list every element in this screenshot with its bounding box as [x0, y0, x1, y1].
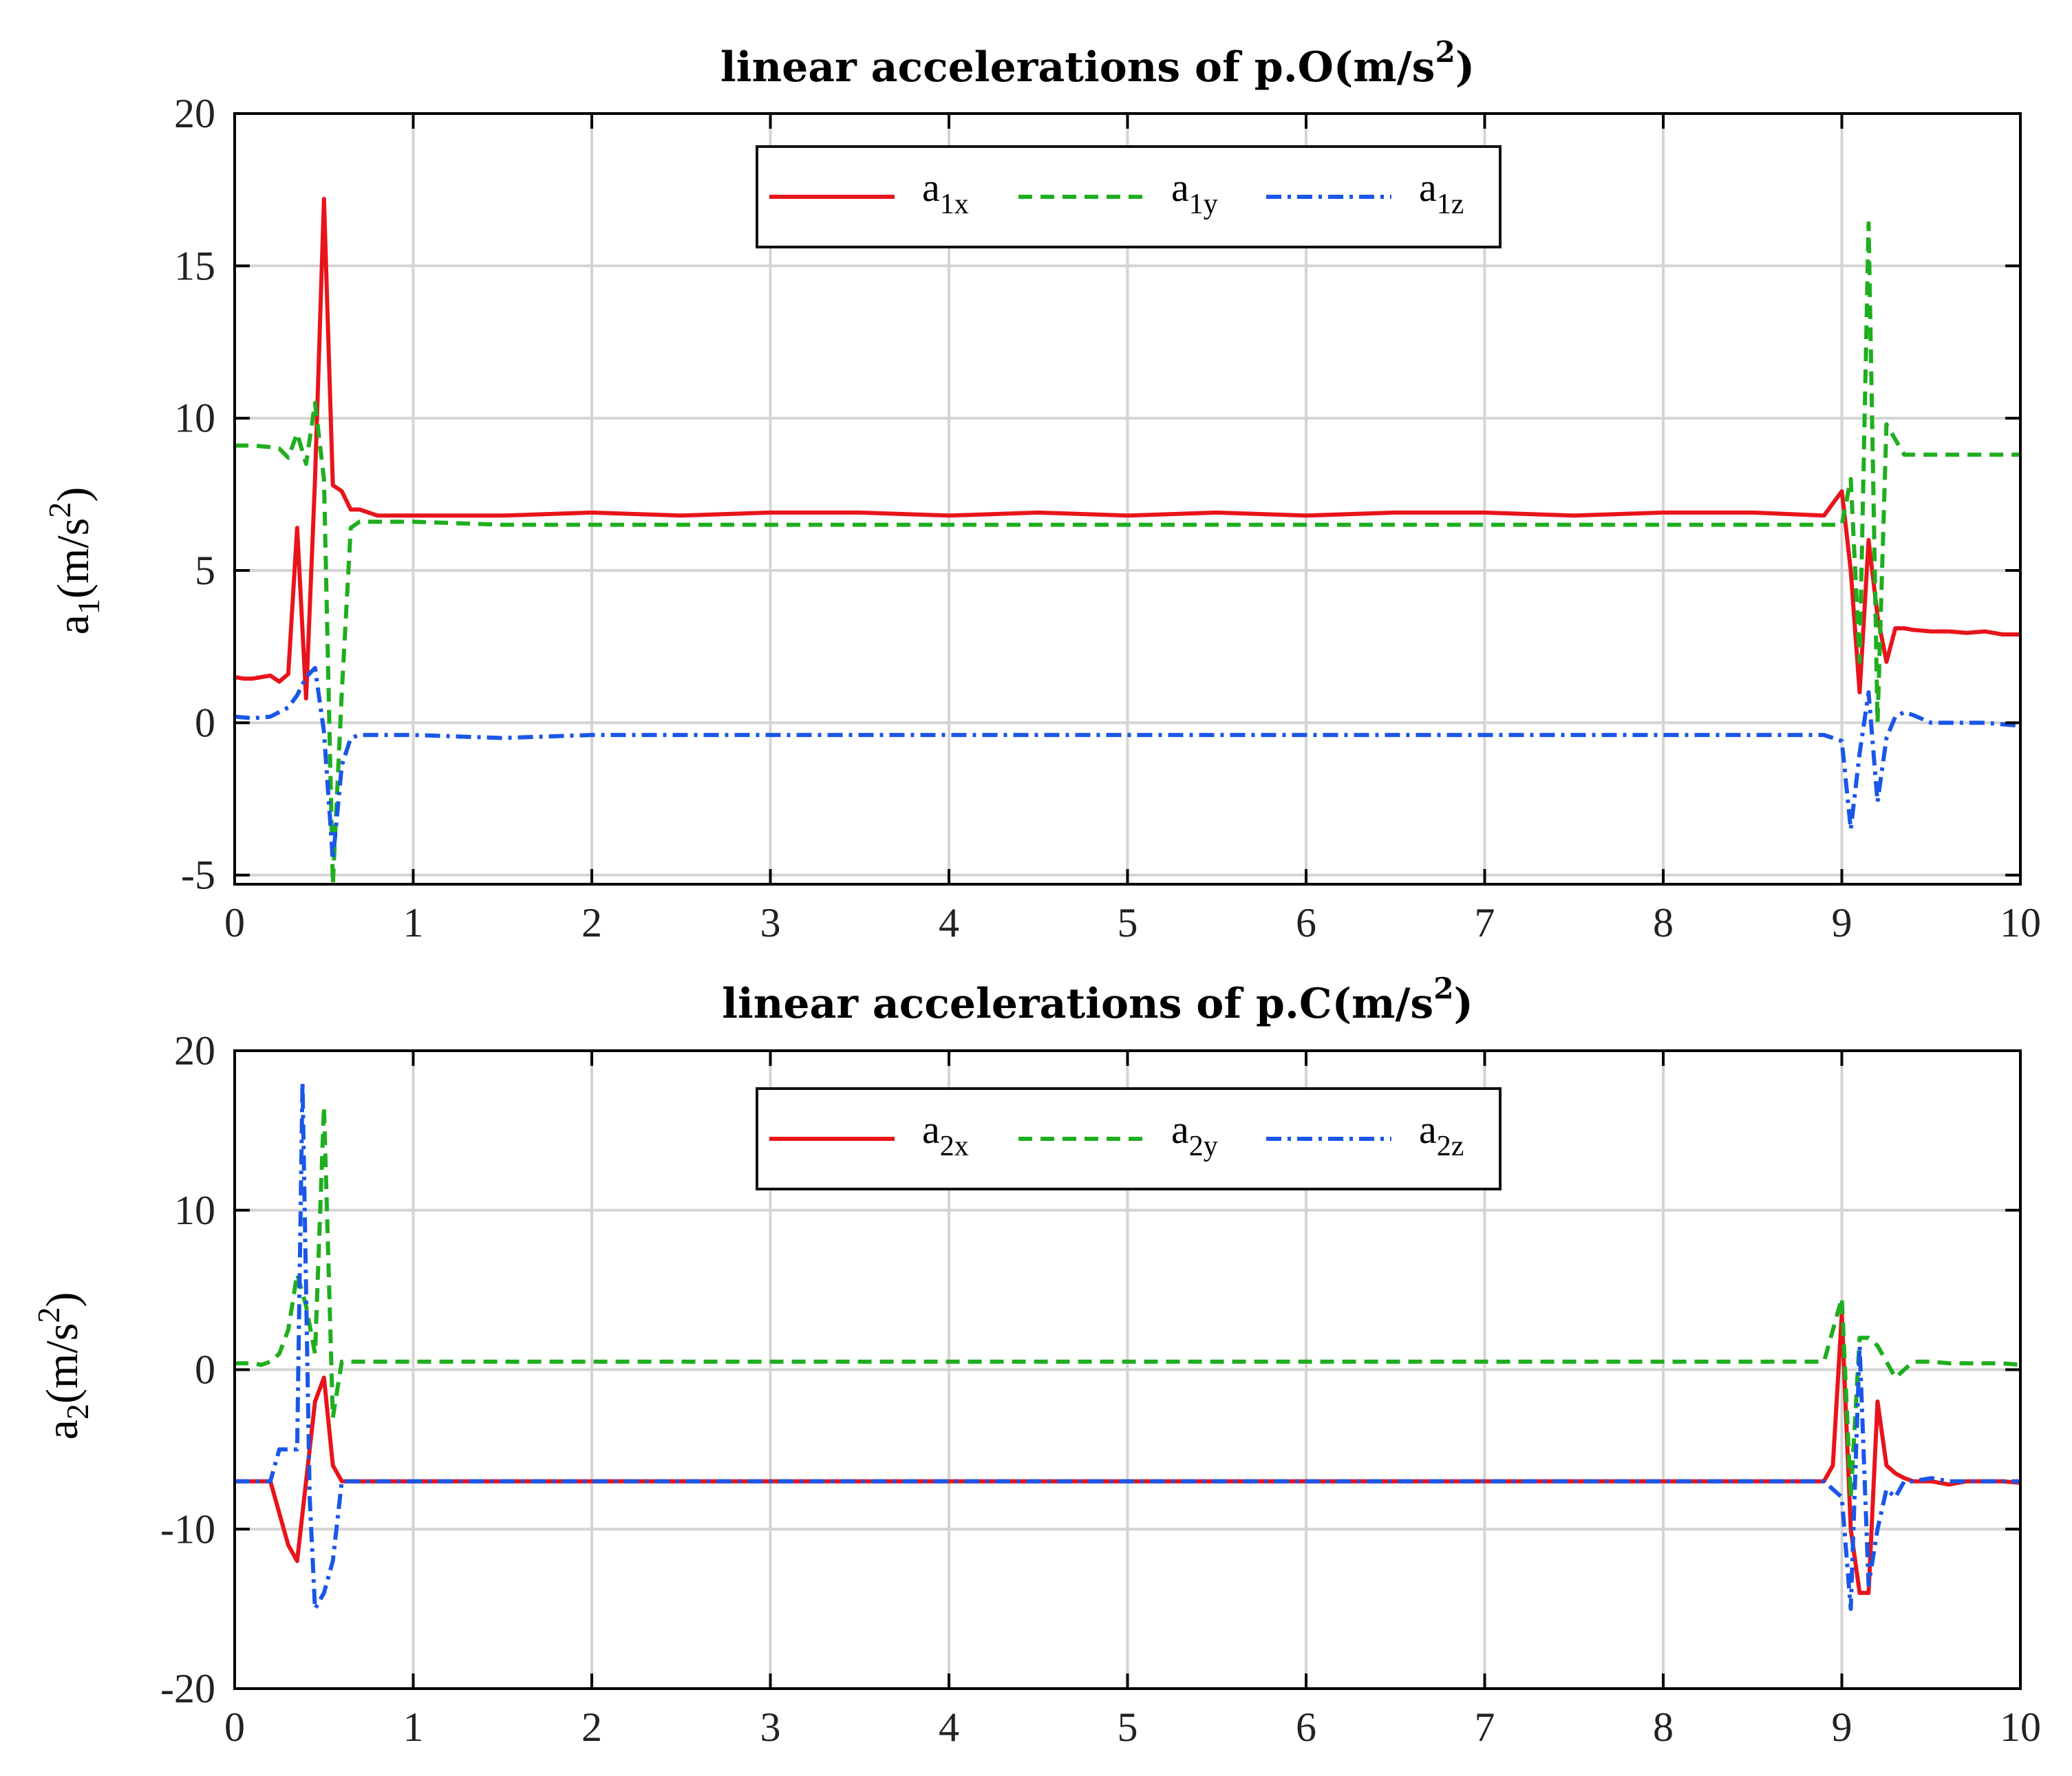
- chart-2-ytick-label: 0: [195, 1347, 215, 1393]
- chart-1-xtick-label: 4: [939, 900, 959, 945]
- chart-1-xtick-label: 6: [1296, 900, 1316, 945]
- legend-label-a1y: a1y: [1171, 165, 1218, 220]
- chart-1-xtick-label: 2: [581, 900, 602, 945]
- chart-1-ytick-label: -5: [181, 853, 215, 898]
- series-line-a2x: [235, 1312, 2021, 1595]
- chart-2-title: linear accelerations of p.C(m/s2): [722, 972, 1473, 1028]
- chart-2: linear accelerations of p.C(m/s2) a2(m/s…: [31, 972, 2041, 1750]
- chart-2-legend: a2x a2y a2z: [756, 1087, 1502, 1190]
- chart-1-xtick-label: 8: [1653, 900, 1674, 945]
- chart-2-xtick-label: 9: [1832, 1704, 1852, 1750]
- legend-label-a2z: a2z: [1419, 1107, 1464, 1162]
- legend-label-a1x: a1x: [922, 165, 969, 220]
- chart-2-ytick-label: 20: [174, 1028, 215, 1073]
- chart-2-plot-area: [235, 1080, 2021, 1612]
- series-line-a1y: [235, 221, 2020, 886]
- chart-2-ticks: 0 1 2 3 4 5 6 7 8 9 10 -20 -10 0 10 20: [160, 1028, 2041, 1750]
- chart-1-legend: a1x a1y a1z: [756, 145, 1502, 248]
- legend-label-a1z: a1z: [1419, 165, 1464, 220]
- chart-1-ytick-label: 20: [174, 91, 215, 136]
- chart-1-ytick-label: 15: [174, 243, 215, 288]
- legend-label-a2y: a2y: [1171, 1107, 1218, 1162]
- series-line-a2y: [235, 1104, 2021, 1499]
- chart-1-xtick-label: 9: [1832, 900, 1852, 945]
- series-line-a1x: [234, 197, 2020, 700]
- chart-2-xtick-label: 0: [224, 1704, 245, 1750]
- chart-2-xtick-label: 6: [1296, 1704, 1316, 1750]
- chart-1-ytick-label: 5: [195, 548, 215, 593]
- chart-1-xtick-label: 0: [224, 900, 245, 945]
- chart-1-xtick-label: 10: [2000, 900, 2041, 945]
- chart-2-xtick-label: 2: [581, 1704, 602, 1750]
- chart-2-ytick-label: 10: [174, 1188, 215, 1233]
- chart-2-xtick-label: 5: [1118, 1704, 1138, 1750]
- chart-2-xtick-label: 1: [403, 1704, 424, 1750]
- chart-1-xtick-label: 7: [1475, 900, 1495, 945]
- chart-1: linear accelerations of p.O(m/s2) a1(m/s…: [42, 35, 2041, 945]
- chart-2-xtick-label: 8: [1653, 1704, 1674, 1750]
- chart-2-ylabel: a2(m/s2): [31, 1292, 95, 1440]
- chart-1-ytick-label: 10: [174, 396, 215, 441]
- chart-1-xtick-label: 1: [403, 900, 424, 945]
- chart-1-ytick-label: 0: [195, 700, 215, 745]
- chart-1-xtick-label: 5: [1118, 900, 1138, 945]
- chart-1-plot-area: [234, 197, 2021, 886]
- series-line-a2z: [235, 1080, 2020, 1612]
- chart-1-title: linear accelerations of p.O(m/s2): [720, 35, 1475, 92]
- chart-2-xtick-label: 10: [2000, 1704, 2041, 1750]
- chart-2-xtick-label: 3: [760, 1704, 781, 1750]
- legend-label-a2x: a2x: [922, 1107, 969, 1162]
- chart-2-ytick-label: -20: [160, 1666, 215, 1711]
- chart-2-xtick-label: 4: [939, 1704, 959, 1750]
- chart-1-xtick-label: 3: [760, 900, 781, 945]
- chart-2-xtick-label: 7: [1475, 1704, 1495, 1750]
- chart-2-ytick-label: -10: [160, 1506, 215, 1552]
- series-line-a1z: [234, 665, 2021, 862]
- chart-1-ylabel: a1(m/s2): [42, 487, 106, 635]
